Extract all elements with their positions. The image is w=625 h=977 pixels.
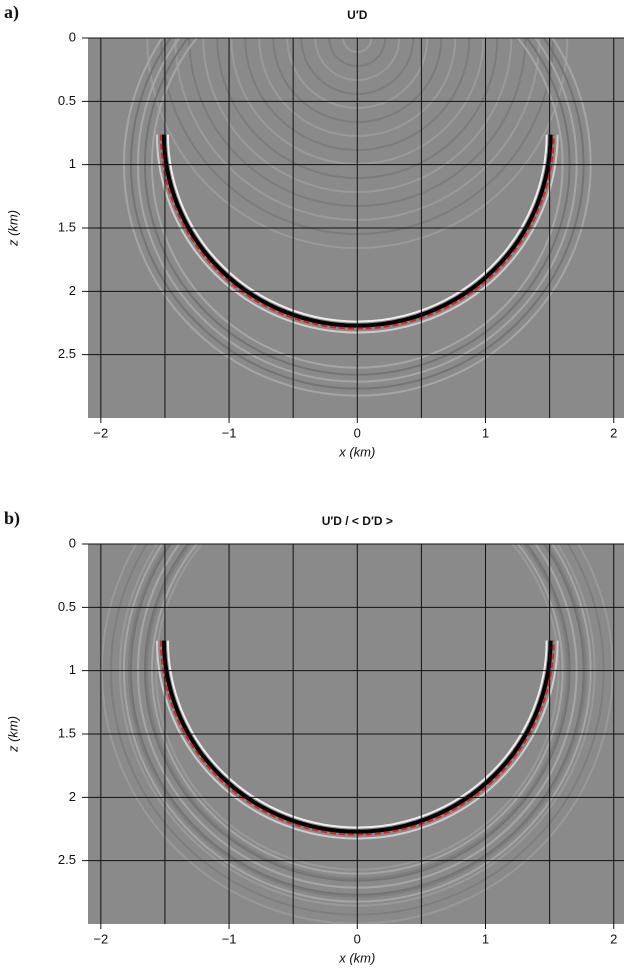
chart-title: U′D / < D′D > bbox=[322, 514, 393, 528]
x-axis-label: x (km) bbox=[338, 444, 375, 459]
x-tick-label: 1 bbox=[482, 931, 489, 946]
x-tick-label: 2 bbox=[610, 931, 617, 946]
plot-area bbox=[88, 38, 624, 418]
x-tick-label: 0 bbox=[354, 425, 361, 440]
y-tick-label: 1 bbox=[69, 156, 76, 171]
panel-label: a) bbox=[4, 2, 19, 23]
chart-title: U′D bbox=[347, 8, 368, 22]
y-tick-label: 0 bbox=[69, 29, 76, 44]
x-tick-label: −2 bbox=[93, 425, 108, 440]
y-tick-label: 2 bbox=[69, 789, 76, 804]
y-axis-label: z (km) bbox=[5, 210, 20, 247]
y-tick-label: 2 bbox=[69, 283, 76, 298]
y-axis-label: z (km) bbox=[5, 716, 20, 753]
y-tick-label: 0 bbox=[69, 535, 76, 550]
y-tick-label: 2.5 bbox=[58, 852, 76, 867]
y-tick-label: 1.5 bbox=[58, 219, 76, 234]
y-tick-label: 1 bbox=[69, 662, 76, 677]
x-axis-label: x (km) bbox=[338, 950, 375, 965]
x-tick-label: 0 bbox=[354, 931, 361, 946]
y-tick-label: 1.5 bbox=[58, 725, 76, 740]
y-tick-label: 0.5 bbox=[58, 93, 76, 108]
x-tick-label: 1 bbox=[482, 425, 489, 440]
x-tick-label: −1 bbox=[222, 931, 237, 946]
panel-label: b) bbox=[4, 508, 20, 529]
y-tick-label: 0.5 bbox=[58, 599, 76, 614]
x-tick-label: 2 bbox=[610, 425, 617, 440]
x-tick-label: −2 bbox=[93, 931, 108, 946]
y-tick-label: 2.5 bbox=[58, 346, 76, 361]
x-tick-label: −1 bbox=[222, 425, 237, 440]
